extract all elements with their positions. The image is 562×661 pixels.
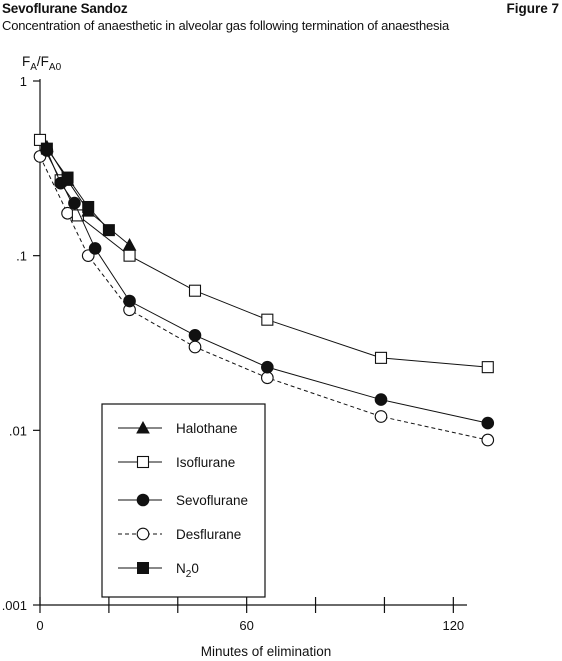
legend-label-n20: N20	[176, 561, 199, 580]
legend-marker-n20	[137, 562, 149, 574]
series-line-isoflurane	[39, 139, 488, 368]
data-point-sevoflurane	[123, 294, 136, 308]
legend-entry-sevoflurane: Sevoflurane	[118, 493, 248, 508]
legend-label-desflurane: Desflurane	[176, 527, 241, 542]
legend-marker-sevoflurane	[136, 493, 150, 507]
x-tick-label: 60	[239, 618, 253, 633]
data-point-isoflurane	[481, 361, 494, 374]
y-axis-label-part: /F	[37, 54, 49, 69]
y-tick-label: 1	[20, 74, 27, 89]
data-point-n20	[61, 171, 74, 184]
data-point-n20	[82, 200, 95, 213]
legend-entry-n20: N20	[118, 561, 199, 580]
y-axis-label-part: F	[22, 54, 30, 69]
legend-marker-desflurane	[136, 527, 150, 541]
x-tick-label: 120	[442, 618, 464, 633]
data-point-desflurane	[260, 371, 274, 385]
data-point-isoflurane	[261, 313, 274, 326]
data-point-sevoflurane	[68, 196, 81, 210]
legend-marker-halothane	[136, 420, 150, 434]
figure-number: Figure 7	[506, 1, 559, 16]
series-layer	[33, 133, 495, 447]
chart-legend: Halothane Isoflurane Sevoflurane Desflurane…	[101, 403, 266, 598]
series-n20	[40, 142, 115, 237]
legend-label-sevoflurane: Sevoflurane	[176, 493, 248, 508]
y-axis-label-subscript: A0	[49, 62, 62, 73]
data-point-isoflurane	[374, 351, 388, 364]
legend-label-isoflurane: Isoflurane	[176, 455, 235, 470]
x-tick-label: 0	[36, 618, 43, 633]
y-axis-label-subscript: A	[30, 62, 37, 73]
y-axis-label: FA/FA0	[22, 54, 62, 73]
x-axis-label: Minutes of elimination	[201, 644, 332, 659]
data-point-desflurane	[61, 206, 74, 220]
data-point-desflurane	[481, 433, 495, 447]
series-desflurane	[33, 150, 495, 447]
legend-label-halothane: Halothane	[176, 421, 238, 436]
data-point-isoflurane	[33, 133, 47, 146]
legend-entry-desflurane: Desflurane	[118, 527, 241, 542]
chart-header-title: Sevoflurane Sandoz	[2, 1, 128, 16]
y-tick-label: .1	[16, 249, 27, 264]
data-point-isoflurane	[188, 284, 202, 297]
legend-entry-isoflurane: Isoflurane	[118, 455, 235, 470]
data-point-desflurane	[374, 410, 388, 423]
data-point-desflurane	[188, 340, 202, 354]
data-point-sevoflurane	[261, 360, 274, 374]
data-point-sevoflurane	[481, 416, 495, 430]
data-point-isoflurane	[123, 249, 136, 262]
data-point-sevoflurane	[374, 393, 388, 406]
series-isoflurane	[33, 133, 494, 374]
data-point-n20	[40, 142, 53, 155]
series-sevoflurane	[40, 144, 495, 430]
series-line-desflurane	[39, 156, 488, 441]
series-line-n20	[46, 148, 110, 231]
y-tick-label: .001	[2, 598, 27, 613]
data-point-halothane	[122, 238, 137, 251]
chart-subtitle: Concentration of anaesthetic in alveolar…	[2, 18, 450, 33]
legend-entry-halothane: Halothane	[118, 420, 238, 436]
data-point-sevoflurane	[88, 242, 102, 255]
legend-marker-isoflurane	[136, 455, 150, 469]
y-tick-label: .01	[9, 423, 27, 438]
data-point-sevoflurane	[188, 329, 202, 342]
data-point-n20	[102, 224, 115, 237]
